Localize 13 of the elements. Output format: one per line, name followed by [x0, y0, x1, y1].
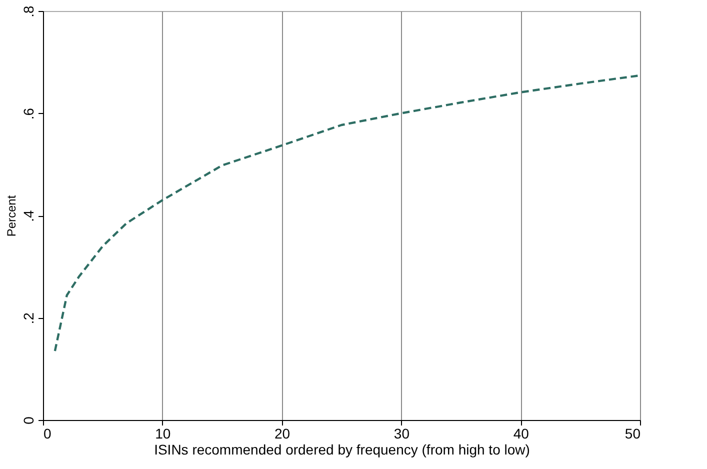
x-tick-label: 30 — [394, 426, 410, 442]
y-tick-label: .8 — [20, 5, 36, 18]
x-tick-label: 40 — [513, 426, 530, 442]
x-tick-label: 50 — [624, 426, 641, 442]
x-tick-label: 0 — [44, 426, 52, 442]
y-tick-label: 0 — [20, 416, 36, 424]
y-tick-label: .4 — [20, 210, 36, 222]
x-tick-label: 20 — [274, 426, 290, 442]
y-tick-label: .6 — [20, 108, 36, 120]
x-axis-title: ISINs recommended ordered by frequency (from high to low) — [154, 442, 530, 458]
y-tick-label: .2 — [20, 312, 36, 324]
x-tick-label: 10 — [155, 426, 171, 442]
y-axis-title: Percent — [4, 194, 18, 237]
